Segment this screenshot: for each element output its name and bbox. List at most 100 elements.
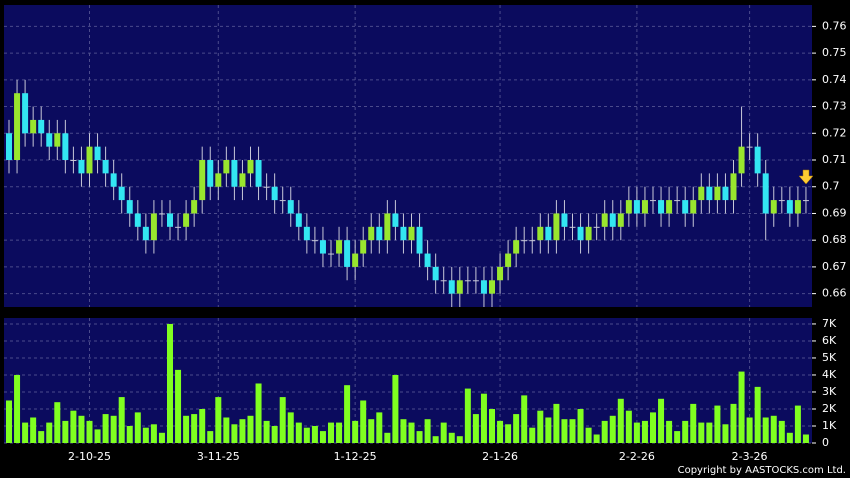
volume-bar — [537, 410, 544, 443]
volume-bar — [70, 410, 77, 443]
candle-body — [698, 186, 705, 201]
candle-body — [770, 200, 777, 214]
volume-bar — [183, 415, 190, 443]
candle-body — [255, 160, 262, 187]
volume-bar — [505, 424, 512, 443]
y-tick-label: 0.69 — [822, 206, 847, 219]
volume-bar — [376, 412, 383, 443]
candle-body — [497, 266, 504, 281]
volume-bar — [641, 420, 648, 443]
volume-bar — [303, 427, 310, 443]
volume-bar — [78, 415, 85, 443]
candle-body — [311, 240, 318, 242]
candle-body — [625, 200, 632, 214]
volume-bar — [794, 405, 801, 443]
candle-body — [593, 226, 600, 228]
volume-bar — [497, 420, 504, 443]
candle-body — [545, 226, 552, 241]
volume-bar — [38, 431, 45, 443]
candle-body — [786, 200, 793, 214]
volume-bar — [384, 432, 391, 443]
volume-bar — [158, 432, 165, 443]
candle-body — [247, 160, 254, 174]
volume-bar — [569, 419, 576, 443]
volume-bar — [658, 398, 665, 443]
candle-body — [295, 213, 302, 227]
candle-body — [70, 160, 77, 162]
candle-body — [239, 173, 246, 187]
volume-bar — [400, 419, 407, 443]
candle-body — [730, 173, 737, 201]
volume-bar — [593, 434, 600, 443]
candle-body — [376, 226, 383, 241]
candle-body — [94, 146, 101, 161]
volume-bar — [762, 417, 769, 443]
copyright: Copyright by AASTOCKS.com Ltd. — [678, 465, 846, 476]
candle-body — [650, 200, 656, 202]
candle-body — [303, 226, 310, 241]
volume-bar — [134, 412, 141, 443]
volume-bar — [352, 420, 359, 443]
candle-body — [424, 253, 431, 267]
volume-bar — [633, 422, 640, 443]
candle-body — [416, 226, 423, 254]
volume-bar — [110, 415, 117, 443]
volume-bar — [14, 374, 21, 443]
volume-bar — [6, 400, 12, 443]
candle-body — [408, 226, 415, 241]
candle-body — [207, 160, 214, 187]
candle-body — [682, 200, 689, 214]
volume-bar — [472, 414, 479, 443]
y-tick-label: 0.75 — [822, 46, 847, 59]
y-tick-label: 0.71 — [822, 153, 847, 166]
volume-bar — [30, 417, 37, 443]
volume-bar — [199, 408, 206, 443]
candle-body — [794, 200, 801, 214]
candle-body — [666, 200, 673, 214]
x-tick-label: 3-11-25 — [197, 450, 240, 463]
candle-body — [505, 253, 512, 267]
candle-body — [14, 93, 21, 161]
volume-bar — [175, 369, 182, 443]
volume-bar — [223, 417, 230, 443]
x-tick-label: 2-1-26 — [482, 450, 518, 463]
volume-bar — [102, 414, 109, 443]
y-tick-label: 0.72 — [822, 126, 847, 139]
volume-bar — [247, 415, 254, 443]
candle-body — [38, 119, 45, 134]
x-tick-label: 2-10-25 — [68, 450, 111, 463]
volume-bar — [86, 420, 93, 443]
candle-body — [738, 146, 745, 174]
y-tick-label: 6K — [822, 334, 837, 347]
volume-bar — [167, 323, 173, 443]
candle-body — [167, 213, 173, 227]
candle-body — [102, 160, 109, 174]
candle-body — [46, 133, 53, 147]
volume-bar — [601, 420, 608, 443]
candle-body — [150, 213, 157, 241]
candle-body — [368, 226, 375, 241]
candle-body — [319, 240, 326, 254]
volume-bar — [545, 417, 552, 443]
y-tick-label: 0.68 — [822, 233, 847, 246]
y-tick-label: 0.66 — [822, 287, 847, 300]
candle-body — [30, 119, 37, 134]
volume-bar — [94, 429, 101, 443]
volume-bar — [738, 371, 745, 443]
y-tick-label: 0 — [822, 436, 829, 449]
last-price-arrow — [798, 169, 814, 185]
volume-bar — [328, 422, 334, 443]
candle-body — [142, 226, 149, 241]
candle-body — [279, 200, 286, 202]
volume-bar — [448, 432, 455, 443]
volume-bar — [464, 388, 471, 443]
x-tick-label: 2-2-26 — [619, 450, 655, 463]
y-tick-label: 0.67 — [822, 260, 847, 273]
volume-bar — [311, 425, 318, 443]
y-tick-label: 3K — [822, 385, 837, 398]
candle-body — [553, 213, 560, 241]
candle-body — [175, 226, 182, 228]
candle-body — [456, 280, 463, 294]
volume-bar — [529, 427, 536, 443]
